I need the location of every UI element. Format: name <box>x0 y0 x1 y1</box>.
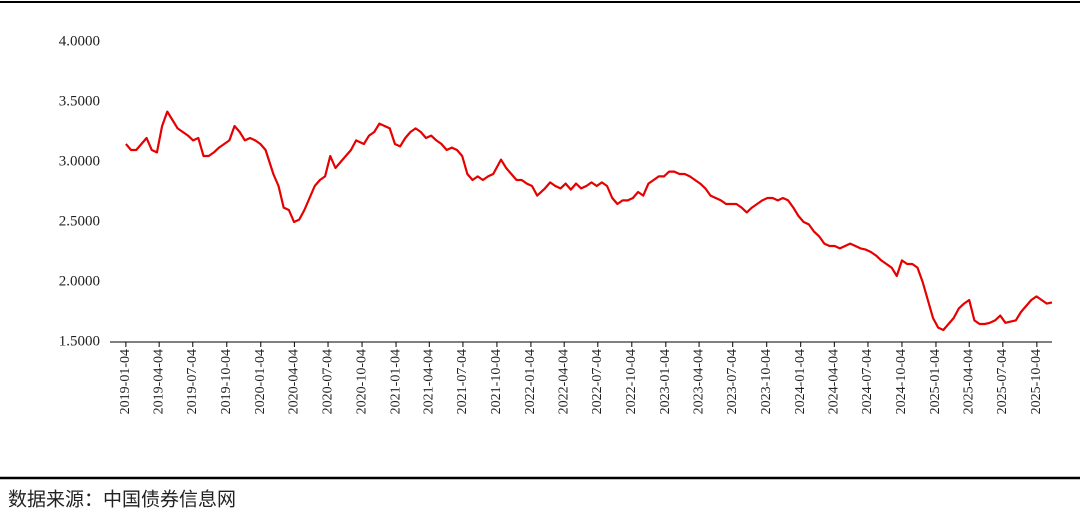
y-tick-label: 3.0000 <box>59 153 100 169</box>
yield-line <box>125 110 1053 332</box>
y-tick-label: 1.5000 <box>59 333 100 349</box>
x-tick-label: 2019-10-04 <box>219 349 234 414</box>
x-tick-label: 2025-07-04 <box>995 349 1010 414</box>
x-tick-label: 2023-04-04 <box>691 349 706 414</box>
x-tick-label: 2021-04-04 <box>422 349 437 414</box>
x-tick-label: 2024-01-04 <box>793 349 808 414</box>
x-tick-label: 2023-07-04 <box>725 349 740 414</box>
x-tick-label: 2025-10-04 <box>1029 349 1044 414</box>
x-tick-label: 2021-10-04 <box>489 349 504 414</box>
x-tick-label: 2024-10-04 <box>894 349 909 414</box>
x-tick-label: 2020-04-04 <box>287 349 302 414</box>
x-tick-label: 2023-01-04 <box>658 349 673 414</box>
x-tick-label: 2023-10-04 <box>759 349 774 414</box>
x-tick-label: 2025-04-04 <box>961 349 976 414</box>
x-tick-label: 2019-07-04 <box>185 349 200 414</box>
y-tick-label: 4.0000 <box>59 33 100 49</box>
y-tick-label: 2.0000 <box>59 273 100 289</box>
source-note: 数据来源：中国债券信息网 <box>8 489 236 511</box>
x-tick-label: 2022-10-04 <box>624 349 639 414</box>
x-tick-label: 2019-04-04 <box>151 349 166 414</box>
x-tick-label: 2022-04-04 <box>556 349 571 414</box>
x-tick-label: 2021-01-04 <box>388 349 403 414</box>
x-tick-label: 2020-07-04 <box>320 349 335 414</box>
x-tick-label: 2024-04-04 <box>827 349 842 414</box>
x-tick-label: 2020-01-04 <box>253 349 268 414</box>
x-tick-label: 2020-10-04 <box>354 349 369 414</box>
x-tick-label: 2022-07-04 <box>590 349 605 414</box>
x-tick-label: 2019-01-04 <box>118 349 133 414</box>
x-tick-label: 2024-07-04 <box>860 349 875 414</box>
y-tick-label: 2.5000 <box>59 213 100 229</box>
x-tick-label: 2022-01-04 <box>523 349 538 414</box>
y-tick-label: 3.5000 <box>59 93 100 109</box>
x-tick-label: 2021-07-04 <box>455 349 470 414</box>
x-tick-label: 2025-01-04 <box>928 349 943 414</box>
